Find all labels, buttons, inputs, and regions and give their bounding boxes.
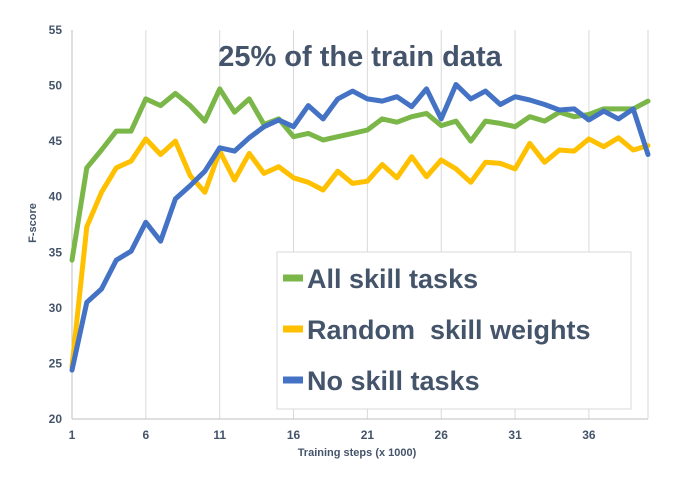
- x-tick-label-36: 36: [582, 428, 596, 442]
- legend-label-no-skill-tasks: No skill tasks: [307, 366, 480, 396]
- y-axis-label: F-score: [27, 203, 39, 243]
- y-tick-label-40: 40: [49, 190, 63, 204]
- series-line-all-skill-tasks: [69, 86, 651, 263]
- legend-label-random-skill-weights: Random skill weights: [307, 315, 591, 345]
- y-tick-label-30: 30: [49, 301, 63, 315]
- series-lines: [69, 82, 651, 373]
- x-tick-label-26: 26: [435, 428, 449, 442]
- y-tick-label-50: 50: [49, 79, 63, 93]
- legend: All skill tasks Random skill weights No sk…: [276, 251, 632, 410]
- x-tick-label-1: 1: [69, 428, 76, 442]
- x-tick-label-6: 6: [143, 428, 150, 442]
- y-tick-label-35: 35: [49, 245, 63, 259]
- series-line-no-skill-tasks: [69, 82, 651, 373]
- x-tick-label-21: 21: [361, 428, 375, 442]
- x-tick-label-11: 11: [213, 428, 226, 442]
- x-tick-label-16: 16: [287, 428, 301, 442]
- series-line-random-skill-weights: [69, 135, 651, 370]
- y-tick-label-55: 55: [49, 23, 63, 37]
- y-tick-label-20: 20: [49, 412, 63, 426]
- y-tick-label-45: 45: [49, 134, 63, 148]
- legend-label-all-skill-tasks: All skill tasks: [307, 264, 478, 294]
- chart-title: 25% of the train data: [218, 41, 502, 73]
- x-axis-label: Training steps (x 1000): [298, 447, 417, 459]
- y-tick-label-25: 25: [49, 356, 63, 370]
- legend-box: [276, 251, 632, 410]
- x-tick-label-31: 31: [508, 428, 522, 442]
